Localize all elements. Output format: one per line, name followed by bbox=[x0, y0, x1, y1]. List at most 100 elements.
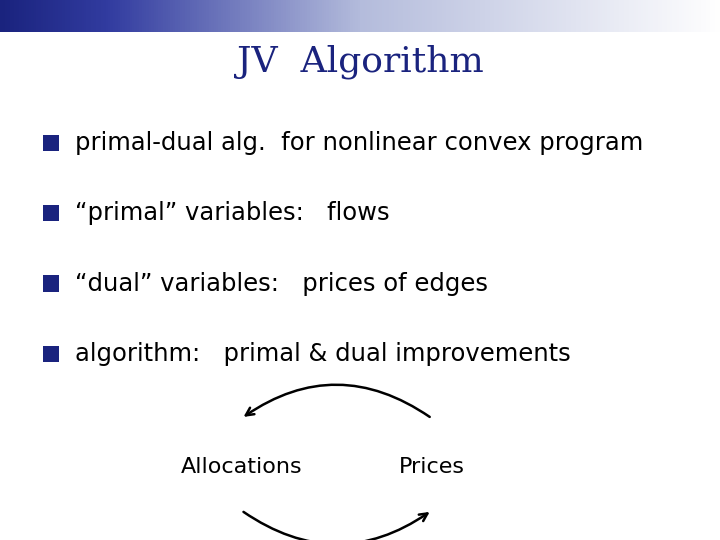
Bar bbox=[257, 0, 259, 32]
Bar bbox=[372, 0, 374, 32]
Bar bbox=[487, 0, 490, 32]
Bar bbox=[264, 0, 266, 32]
Bar bbox=[662, 0, 665, 32]
Bar bbox=[624, 0, 626, 32]
Bar bbox=[137, 0, 139, 32]
Bar bbox=[562, 0, 564, 32]
Bar bbox=[401, 0, 403, 32]
Bar bbox=[420, 0, 423, 32]
Bar bbox=[545, 0, 547, 32]
Bar bbox=[351, 0, 353, 32]
Bar bbox=[74, 0, 77, 32]
Bar bbox=[149, 0, 151, 32]
Bar bbox=[470, 0, 473, 32]
Bar bbox=[670, 0, 672, 32]
Bar bbox=[171, 0, 173, 32]
Bar bbox=[161, 0, 163, 32]
Bar bbox=[245, 0, 247, 32]
Bar bbox=[45, 0, 48, 32]
Bar bbox=[629, 0, 631, 32]
Bar bbox=[43, 346, 59, 362]
Bar bbox=[552, 0, 554, 32]
Bar bbox=[706, 0, 708, 32]
Bar bbox=[317, 0, 319, 32]
Bar bbox=[502, 0, 504, 32]
Bar bbox=[218, 0, 221, 32]
Bar bbox=[235, 0, 238, 32]
Bar bbox=[326, 0, 329, 32]
Bar bbox=[43, 205, 59, 221]
Bar bbox=[228, 0, 230, 32]
Bar bbox=[31, 0, 34, 32]
Bar bbox=[430, 0, 432, 32]
Bar bbox=[696, 0, 698, 32]
Bar bbox=[461, 0, 463, 32]
Bar bbox=[403, 0, 405, 32]
Text: Prices: Prices bbox=[399, 457, 465, 477]
Bar bbox=[598, 0, 600, 32]
Bar bbox=[655, 0, 657, 32]
Bar bbox=[333, 0, 336, 32]
Bar bbox=[509, 0, 511, 32]
Bar bbox=[230, 0, 233, 32]
Bar bbox=[675, 0, 677, 32]
Bar bbox=[204, 0, 207, 32]
Bar bbox=[540, 0, 542, 32]
Bar bbox=[14, 0, 17, 32]
Bar bbox=[497, 0, 499, 32]
Bar bbox=[473, 0, 475, 32]
Bar bbox=[194, 0, 197, 32]
Bar bbox=[305, 0, 307, 32]
Bar bbox=[441, 0, 444, 32]
Bar bbox=[434, 0, 437, 32]
Bar bbox=[449, 0, 451, 32]
Bar bbox=[667, 0, 670, 32]
Bar bbox=[283, 0, 286, 32]
Bar bbox=[324, 0, 326, 32]
Bar bbox=[684, 0, 686, 32]
Bar bbox=[576, 0, 578, 32]
Bar bbox=[468, 0, 470, 32]
Bar bbox=[7, 0, 9, 32]
Text: “dual” variables:   prices of edges: “dual” variables: prices of edges bbox=[75, 272, 488, 295]
Bar bbox=[578, 0, 581, 32]
Bar bbox=[495, 0, 497, 32]
FancyArrowPatch shape bbox=[246, 384, 430, 417]
Bar bbox=[425, 0, 427, 32]
Bar bbox=[99, 0, 101, 32]
Bar bbox=[446, 0, 449, 32]
Bar bbox=[650, 0, 653, 32]
Bar bbox=[166, 0, 168, 32]
Bar bbox=[67, 0, 70, 32]
Bar bbox=[120, 0, 122, 32]
Bar bbox=[693, 0, 696, 32]
Bar bbox=[703, 0, 706, 32]
Bar bbox=[153, 0, 156, 32]
Bar bbox=[499, 0, 502, 32]
Bar bbox=[48, 0, 50, 32]
Bar bbox=[379, 0, 382, 32]
Bar bbox=[413, 0, 415, 32]
Bar bbox=[209, 0, 211, 32]
Bar bbox=[418, 0, 420, 32]
Bar bbox=[360, 0, 362, 32]
Bar bbox=[211, 0, 214, 32]
Bar bbox=[96, 0, 99, 32]
Bar bbox=[708, 0, 711, 32]
Bar bbox=[156, 0, 158, 32]
Bar bbox=[504, 0, 506, 32]
Bar bbox=[362, 0, 365, 32]
Bar bbox=[247, 0, 250, 32]
Bar bbox=[358, 0, 360, 32]
Bar bbox=[27, 0, 29, 32]
Bar bbox=[463, 0, 466, 32]
Bar bbox=[36, 0, 38, 32]
Bar bbox=[197, 0, 199, 32]
Bar bbox=[396, 0, 398, 32]
Bar bbox=[189, 0, 192, 32]
Bar bbox=[583, 0, 585, 32]
Bar bbox=[398, 0, 401, 32]
Bar bbox=[329, 0, 331, 32]
Bar bbox=[475, 0, 477, 32]
Bar bbox=[19, 0, 22, 32]
